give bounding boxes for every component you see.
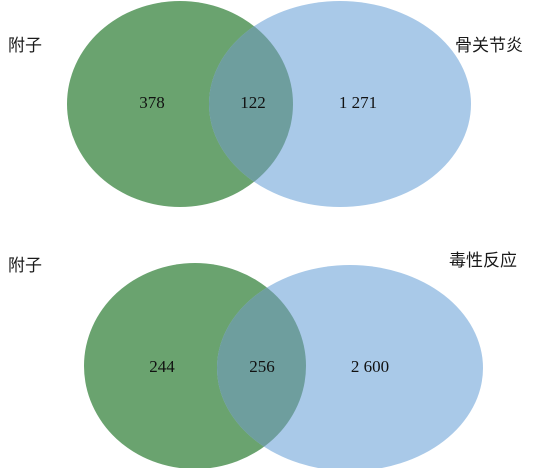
right-set-label-1: 骨关节炎 [455, 36, 523, 56]
left-only-count-1: 378 [139, 93, 165, 112]
venn-diagram-2: 附子 毒性反应 244 256 2 600 [8, 251, 517, 468]
venn-diagram-1: 附子 骨关节炎 378 122 1 271 [8, 1, 523, 207]
overlap-region-1 [209, 1, 293, 207]
overlap-count-2: 256 [249, 357, 275, 376]
right-only-count-2: 2 600 [351, 357, 389, 376]
overlap-count-1: 122 [240, 93, 266, 112]
left-set-label-2: 附子 [8, 256, 42, 276]
right-set-label-2: 毒性反应 [449, 251, 517, 271]
overlap-region-2 [217, 265, 306, 468]
left-set-label-1: 附子 [8, 36, 42, 56]
left-only-count-2: 244 [149, 357, 175, 376]
right-only-count-1: 1 271 [339, 93, 377, 112]
